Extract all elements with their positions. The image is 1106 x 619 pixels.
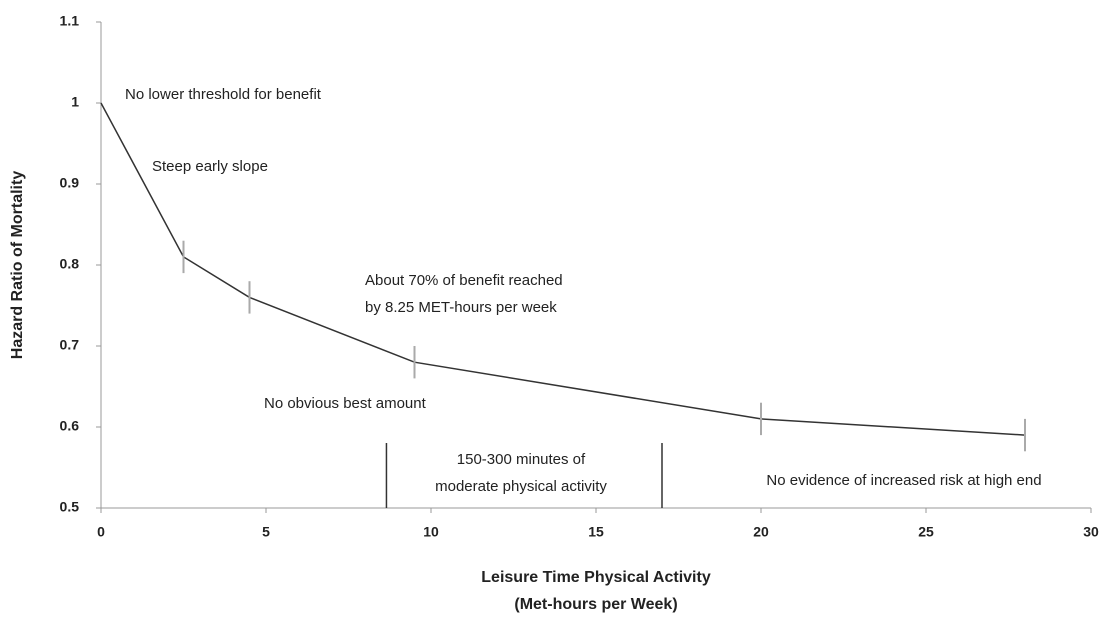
annotation: Steep early slope xyxy=(152,158,268,175)
annotation: About 70% of benefit reached xyxy=(365,272,563,289)
x-axis-title: (Met-hours per Week) xyxy=(514,596,677,613)
x-tick-label: 20 xyxy=(753,524,769,540)
y-tick-label: 0.9 xyxy=(60,175,80,191)
x-tick-label: 10 xyxy=(423,524,439,540)
y-axis-title: Hazard Ratio of Mortality xyxy=(9,171,26,360)
annotation: No evidence of increased risk at high en… xyxy=(766,472,1041,489)
annotation: No lower threshold for benefit xyxy=(125,86,322,103)
x-tick-label: 5 xyxy=(262,524,270,540)
x-tick-label: 15 xyxy=(588,524,604,540)
annotation: No obvious best amount xyxy=(264,395,427,412)
annotation: by 8.25 MET-hours per week xyxy=(365,299,557,316)
x-tick-label: 0 xyxy=(97,524,105,540)
x-axis-title: Leisure Time Physical Activity xyxy=(481,569,711,586)
y-tick-label: 1 xyxy=(71,94,79,110)
y-tick-label: 0.6 xyxy=(60,418,80,434)
x-tick-label: 30 xyxy=(1083,524,1099,540)
x-tick-label: 25 xyxy=(918,524,934,540)
y-tick-label: 0.5 xyxy=(60,499,80,515)
y-tick-label: 0.7 xyxy=(60,337,80,353)
y-tick-label: 1.1 xyxy=(60,13,80,29)
annotation: 150-300 minutes of xyxy=(457,451,586,468)
y-tick-label: 0.8 xyxy=(60,256,80,272)
annotation: moderate physical activity xyxy=(435,478,607,495)
line xyxy=(100,102,1026,436)
